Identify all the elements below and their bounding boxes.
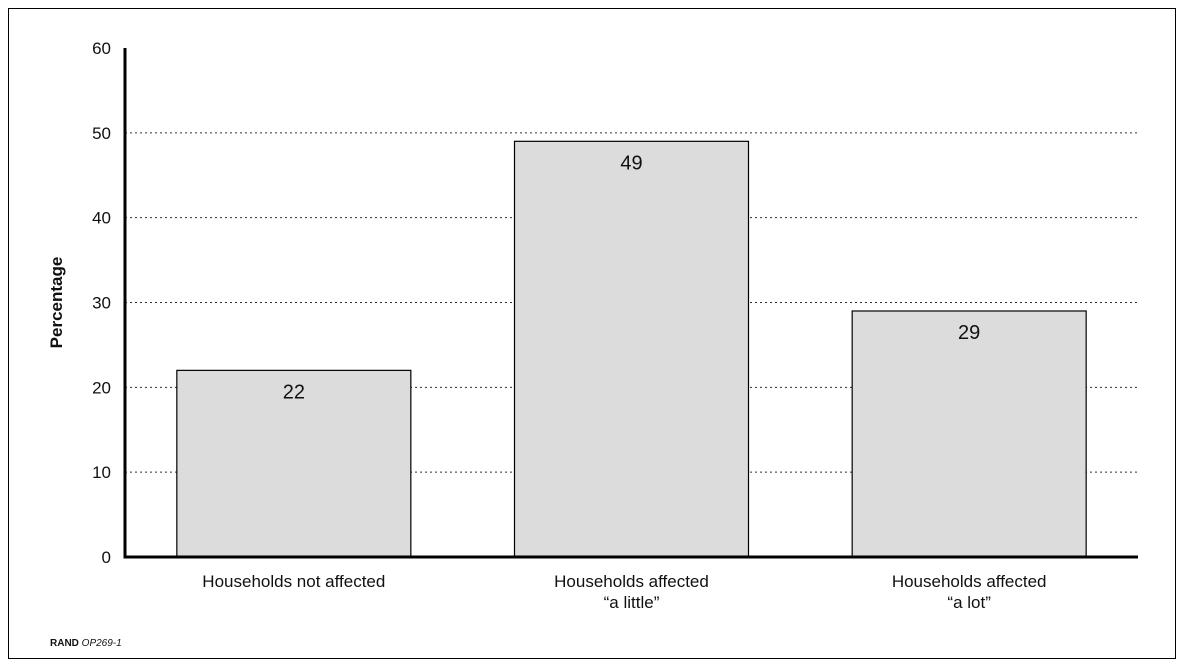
x-category-label: “a lot” <box>947 593 991 612</box>
bar-value-label: 22 <box>283 381 305 403</box>
x-category-label: Households affected <box>892 572 1047 591</box>
bars: 22 49 29 <box>176 140 1087 558</box>
axes <box>123 48 1138 559</box>
y-axis-title: Percentage <box>47 257 66 349</box>
y-tick-label: 30 <box>92 294 111 313</box>
source-code: OP269-1 <box>81 638 122 649</box>
y-tick-labels: 0 10 20 30 40 50 60 <box>92 39 111 567</box>
y-tick-label: 20 <box>92 378 111 397</box>
x-category-label: Households not affected <box>202 572 385 591</box>
x-category-labels: Households not affected Households affect… <box>202 572 1046 612</box>
y-tick-label: 10 <box>92 463 111 482</box>
bar <box>513 140 750 558</box>
source-org: RAND <box>50 638 79 649</box>
source-note: RAND OP269-1 <box>50 638 122 649</box>
bar-value-label: 29 <box>958 322 980 344</box>
bar <box>851 310 1087 558</box>
x-category-label: “a little” <box>604 593 660 612</box>
bar <box>176 369 412 558</box>
y-tick-label: 60 <box>92 39 111 58</box>
y-tick-label: 40 <box>92 209 111 228</box>
x-category-label: Households affected <box>554 572 709 591</box>
bar-value-label: 49 <box>620 152 642 174</box>
chart-frame <box>8 8 1176 659</box>
y-tick-label: 0 <box>102 548 111 567</box>
y-tick-label: 50 <box>92 124 111 143</box>
